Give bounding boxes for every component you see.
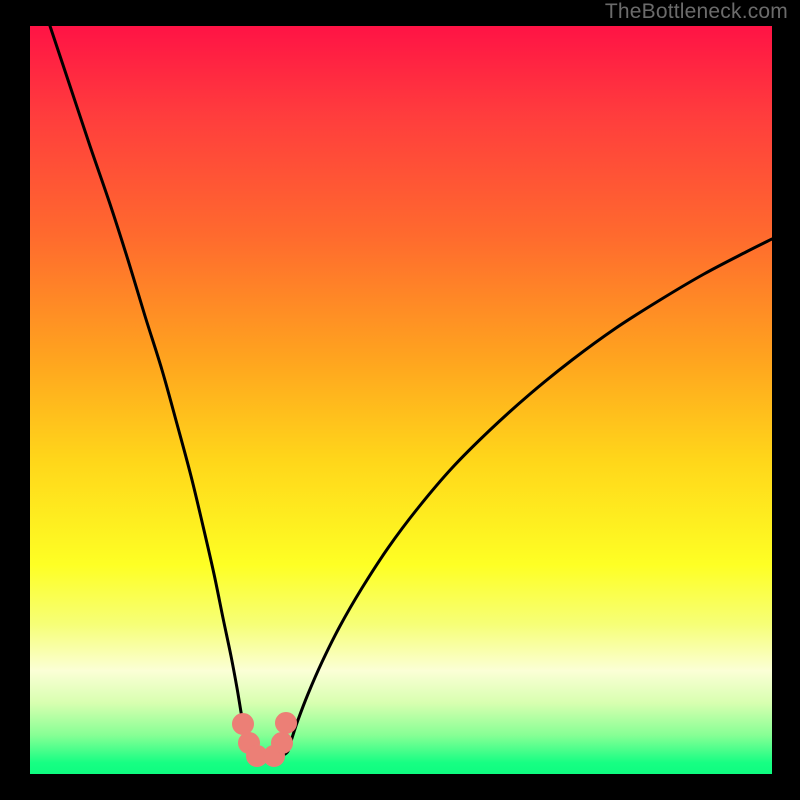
marker-point	[233, 714, 254, 735]
plot-area	[30, 26, 772, 774]
watermark-text: TheBottleneck.com	[605, 0, 788, 24]
marker-point	[272, 733, 293, 754]
marker-layer	[30, 26, 772, 774]
marker-point	[276, 713, 297, 734]
chart-stage: TheBottleneck.com	[0, 0, 800, 800]
